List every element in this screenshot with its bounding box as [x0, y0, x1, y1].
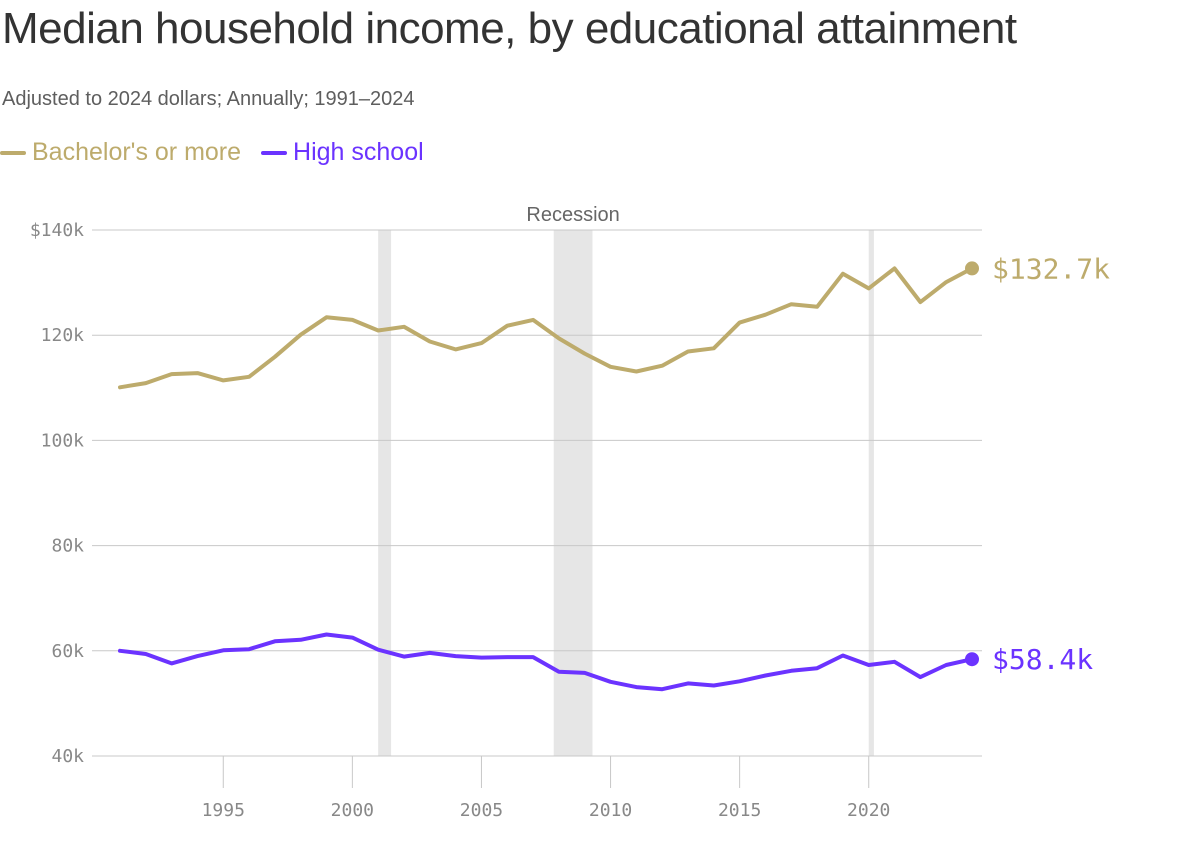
- y-axis: $140k 120k 100k 80k 60k 40k: [30, 220, 84, 767]
- series-line-high-school: [118, 632, 974, 692]
- recession-label: Recession: [526, 204, 619, 226]
- legend-swatch-high-school: [261, 150, 288, 155]
- y-tick-label: 40k: [51, 746, 84, 767]
- x-tick-label: 1995: [202, 800, 245, 821]
- legend-label-bachelors: Bachelor's or more: [32, 138, 242, 166]
- series-lines: [118, 266, 974, 692]
- legend-label-high-school: High school: [293, 138, 424, 166]
- end-point-high-school: [965, 652, 979, 667]
- x-tick-label: 2010: [589, 800, 632, 821]
- chart-legend: Bachelor's or more High school: [0, 138, 424, 167]
- legend-item-bachelors: Bachelor's or more: [0, 138, 241, 167]
- end-point-bachelor-s-or-more: [965, 261, 979, 276]
- y-tick-label: 60k: [51, 641, 84, 662]
- chart-subtitle: Adjusted to 2024 dollars; Annually; 1991…: [2, 88, 415, 110]
- recession-band-3: [868, 230, 874, 756]
- y-tick-label: $140k: [30, 220, 84, 241]
- end-markers: $132.7k $58.4k: [965, 252, 1110, 676]
- recession-band-2: [553, 230, 593, 756]
- recession-band-1: [378, 230, 392, 756]
- y-tick-label: 80k: [51, 536, 84, 557]
- end-label-high-school: $58.4k: [992, 643, 1093, 676]
- x-tick-label: 2000: [331, 800, 374, 821]
- x-tick-label: 2020: [847, 800, 890, 821]
- grid-lines: [92, 229, 982, 757]
- y-tick-label: 120k: [41, 325, 85, 346]
- x-axis: 1995 2000 2005 2010 2015 2020: [202, 756, 890, 821]
- legend-item-high-school: High school: [261, 138, 424, 167]
- chart-title: Median household income, by educational …: [2, 4, 1017, 53]
- x-tick-label: 2005: [460, 800, 503, 821]
- y-tick-label: 100k: [41, 430, 85, 451]
- legend-swatch-bachelors: [0, 150, 26, 155]
- x-tick-label: 2015: [718, 800, 761, 821]
- recession-bands: Recession: [378, 204, 874, 756]
- series-line-bachelor-s-or-more: [118, 266, 974, 390]
- end-label-bachelor-s-or-more: $132.7k: [992, 252, 1110, 285]
